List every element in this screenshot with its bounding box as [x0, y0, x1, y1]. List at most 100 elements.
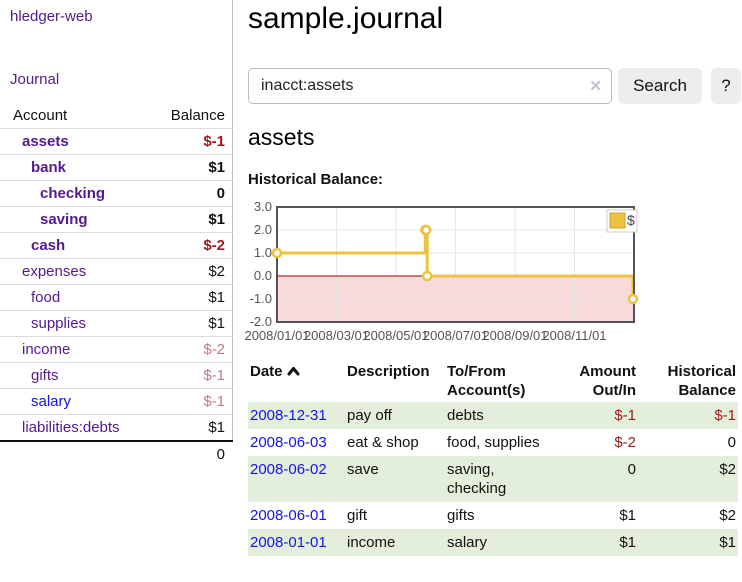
account-heading: assets	[248, 124, 315, 150]
register-balance-cell: $-1	[714, 407, 736, 424]
register-amount-cell: $1	[619, 534, 636, 551]
balance-column-header: Balance	[170, 107, 225, 124]
account-row: saving $1	[0, 206, 233, 232]
register-description-cell: gift	[347, 507, 368, 524]
app-brand-link[interactable]: hledger-web	[10, 8, 93, 25]
register-amount-cell: $-1	[614, 407, 636, 424]
account-balance: $-1	[203, 393, 225, 410]
account-rows: assets $-1 bank $1 checking 0 saving $1 cash $-2 e…	[0, 128, 233, 440]
register-accounts-cell: saving, checking	[447, 461, 507, 497]
register-accounts-cell: salary	[447, 534, 488, 551]
account-link-expenses[interactable]: expenses	[22, 263, 87, 280]
account-link-liabilities-debts[interactable]: liabilities:debts	[22, 419, 120, 436]
register-balance-cell: $2	[719, 507, 736, 524]
search-input-wrap: ✕	[248, 68, 612, 104]
search-input[interactable]	[248, 68, 612, 104]
register-accounts-cell: debts	[447, 407, 484, 424]
transaction-date-link[interactable]: 2008-12-31	[250, 407, 327, 424]
historical-balance-chart: 3.0 2.0 1.0 0.0 -1.0 -2.0 2008/01/01 2008/03/01…	[244, 199, 742, 352]
register-header-row: Date Description To/From Account(s) Amou…	[248, 360, 738, 402]
account-link-income[interactable]: income	[22, 341, 71, 358]
transaction-date-link[interactable]: 2008-06-03	[250, 434, 327, 451]
sidebar: hledger-web Journal Account Balance asse…	[0, 0, 233, 463]
account-row: checking 0	[0, 180, 233, 206]
data-point-marker	[421, 270, 433, 282]
account-link-saving[interactable]: saving	[40, 211, 88, 228]
balance-chart-svg: 3.0 2.0 1.0 0.0 -1.0 -2.02008/01/012008/03/01…	[244, 199, 639, 343]
description-header: Description	[347, 363, 430, 380]
register-description-cell: income	[347, 534, 396, 551]
transaction-date-link[interactable]: 2008-06-01	[250, 507, 327, 524]
y-axis-tick: 0.0	[254, 268, 272, 283]
account-balance: $-1	[203, 133, 225, 150]
register-date-cell: 2008-06-02	[248, 456, 345, 502]
register-amount-cell: 0	[627, 461, 636, 478]
account-link-cash[interactable]: cash	[31, 237, 66, 254]
balance-header: Historical Balance	[667, 363, 736, 399]
register-balance-cell: $2	[719, 461, 736, 478]
date-sort-header[interactable]: Date	[248, 360, 345, 402]
register-date-cell: 2008-12-31	[248, 402, 345, 429]
register-date-cell: 2008-01-01	[248, 529, 345, 556]
account-row: salary $-1	[0, 388, 233, 414]
y-axis-tick: 1.0	[254, 245, 272, 260]
legend-label: $	[627, 212, 635, 228]
sidebar-item-journal[interactable]: Journal	[10, 71, 60, 88]
account-balance: $-1	[203, 367, 225, 384]
account-link-assets[interactable]: assets	[22, 133, 69, 150]
x-axis-tick: 2008/07/01	[423, 328, 488, 343]
account-link-bank[interactable]: bank	[31, 159, 67, 176]
main-content: sample.journal ✕ Search ? assets Histori…	[244, 0, 742, 582]
account-link-salary[interactable]: salary	[31, 393, 72, 410]
account-link-food[interactable]: food	[31, 289, 61, 306]
account-row: liabilities:debts $1	[0, 414, 233, 440]
chart-title: Historical Balance:	[248, 171, 384, 188]
register-balance-cell: 0	[727, 434, 736, 451]
plot-border	[276, 206, 635, 323]
total-balance: 0	[216, 446, 225, 463]
register-amount-cell: $-2	[614, 434, 636, 451]
account-balance: $1	[208, 419, 225, 436]
account-tree-header: Account Balance	[0, 103, 233, 128]
account-link-checking[interactable]: checking	[40, 185, 106, 202]
account-tree: Account Balance assets $-1 bank $1 checking 0…	[0, 103, 233, 467]
amount-header: Amount Out/In	[579, 363, 636, 399]
data-point-marker	[420, 224, 432, 236]
register-row: 2008-01-01 income salary $1 $1	[248, 529, 738, 556]
y-axis-tick: -2.0	[250, 314, 272, 329]
register-description-cell: save	[347, 461, 379, 478]
account-balance: $1	[208, 211, 225, 228]
date-header-label: Date	[250, 363, 283, 380]
account-balance: 0	[216, 185, 225, 202]
clear-search-icon[interactable]: ✕	[589, 78, 602, 95]
data-point-marker	[271, 247, 283, 259]
account-total-row: 0	[0, 440, 233, 467]
y-axis-tick: 2.0	[254, 222, 272, 237]
help-button[interactable]: ?	[711, 68, 741, 104]
transaction-date-link[interactable]: 2008-06-02	[250, 461, 327, 478]
register-table: Date Description To/From Account(s) Amou…	[248, 360, 738, 556]
transaction-date-link[interactable]: 2008-01-01	[250, 534, 327, 551]
x-axis-tick: 2008/01/01	[244, 328, 309, 343]
accounts-header: To/From Account(s)	[447, 363, 526, 399]
account-balance: $-2	[203, 237, 225, 254]
account-row: food $1	[0, 284, 233, 310]
search-button[interactable]: Search	[618, 68, 702, 104]
register-body: 2008-12-31 pay off debts $-1 $-1 2008-06-03 ea…	[248, 402, 738, 556]
register-date-cell: 2008-06-03	[248, 429, 345, 456]
register-balance-cell: $1	[719, 534, 736, 551]
account-balance: $1	[208, 315, 225, 332]
account-link-supplies[interactable]: supplies	[31, 315, 87, 332]
register-accounts-cell: gifts	[447, 507, 475, 524]
account-row: bank $1	[0, 154, 233, 180]
x-axis-tick: 2008/09/01	[482, 328, 547, 343]
register-row: 2008-06-01 gift gifts $1 $2	[248, 502, 738, 529]
register-row: 2008-12-31 pay off debts $-1 $-1	[248, 402, 738, 429]
register-accounts-cell: food, supplies	[447, 434, 540, 451]
data-point-marker	[627, 293, 639, 305]
account-link-gifts[interactable]: gifts	[31, 367, 59, 384]
account-row: cash $-2	[0, 232, 233, 258]
register-description-cell: eat & shop	[347, 434, 419, 451]
register-row: 2008-06-02 save saving, checking 0 $2	[248, 456, 738, 502]
register-description-cell: pay off	[347, 407, 392, 424]
